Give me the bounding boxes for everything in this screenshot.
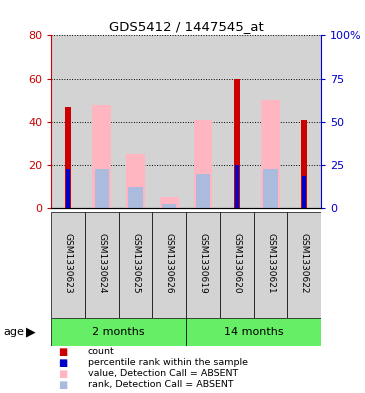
Text: ■: ■	[58, 347, 68, 357]
Bar	[119, 212, 153, 318]
Bar	[234, 79, 240, 208]
Bar	[95, 169, 109, 208]
Text: count: count	[88, 347, 114, 356]
Text: GSM1330622: GSM1330622	[300, 233, 309, 294]
Bar	[186, 212, 220, 318]
Bar	[119, 35, 153, 208]
Bar	[162, 204, 176, 208]
Bar	[51, 318, 186, 346]
Bar	[66, 169, 70, 208]
Bar	[153, 35, 186, 208]
Bar	[235, 165, 239, 208]
Bar	[186, 318, 321, 346]
Text: GSM1330620: GSM1330620	[232, 233, 241, 294]
Bar	[220, 35, 254, 208]
Text: 14 months: 14 months	[224, 327, 284, 337]
Bar	[288, 35, 321, 208]
Text: GSM1330619: GSM1330619	[199, 233, 208, 294]
Bar	[85, 35, 119, 208]
Bar	[85, 212, 119, 318]
Bar	[126, 154, 145, 208]
Bar	[264, 169, 278, 208]
Text: value, Detection Call = ABSENT: value, Detection Call = ABSENT	[88, 369, 238, 378]
Bar	[194, 119, 212, 208]
Bar	[128, 187, 143, 208]
Bar	[186, 35, 220, 208]
Text: ▶: ▶	[26, 325, 36, 339]
Bar	[51, 35, 85, 208]
Text: ■: ■	[58, 369, 68, 379]
Text: ■: ■	[58, 358, 68, 368]
Bar	[254, 212, 287, 318]
Text: rank, Detection Call = ABSENT: rank, Detection Call = ABSENT	[88, 380, 233, 389]
Bar	[301, 119, 307, 208]
Bar	[254, 35, 287, 208]
Bar	[65, 107, 71, 208]
Text: age: age	[4, 327, 24, 337]
Text: GSM1330626: GSM1330626	[165, 233, 174, 294]
Text: ■: ■	[58, 380, 68, 390]
Text: GSM1330624: GSM1330624	[97, 233, 106, 294]
Bar	[160, 197, 178, 208]
Bar	[92, 105, 111, 208]
Bar	[288, 212, 321, 318]
Bar	[51, 212, 85, 318]
Text: 2 months: 2 months	[92, 327, 145, 337]
Bar	[261, 100, 280, 208]
Text: percentile rank within the sample: percentile rank within the sample	[88, 358, 247, 367]
Text: GSM1330621: GSM1330621	[266, 233, 275, 294]
Bar	[196, 174, 210, 208]
Bar	[220, 212, 254, 318]
Bar	[153, 212, 186, 318]
Title: GDS5412 / 1447545_at: GDS5412 / 1447545_at	[109, 20, 264, 33]
Text: GSM1330625: GSM1330625	[131, 233, 140, 294]
Bar	[302, 176, 306, 208]
Text: GSM1330623: GSM1330623	[64, 233, 73, 294]
